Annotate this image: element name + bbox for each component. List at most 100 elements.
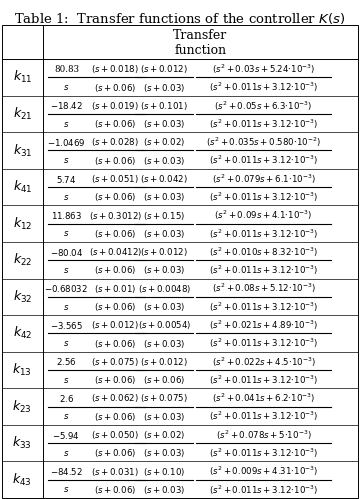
Text: $(s+0.018)$: $(s+0.018)$ xyxy=(91,63,139,75)
Text: $(s+0.10)$: $(s+0.10)$ xyxy=(143,466,185,478)
Text: $(s+0.3012)$: $(s+0.3012)$ xyxy=(89,210,142,222)
Text: $(s^2+0.010s+8.32{\cdot}10^{-3})$: $(s^2+0.010s+8.32{\cdot}10^{-3})$ xyxy=(209,246,318,259)
Text: $(s^2+0.009s+4.31{\cdot}10^{-3})$: $(s^2+0.009s+4.31{\cdot}10^{-3})$ xyxy=(209,465,318,479)
Text: $(s+0.012)$: $(s+0.012)$ xyxy=(140,63,188,75)
Text: $(s+0.03)$: $(s+0.03)$ xyxy=(143,448,185,460)
Text: $(s+0.0054)$: $(s+0.0054)$ xyxy=(138,319,191,331)
Text: $s$: $s$ xyxy=(63,486,69,495)
Text: $(s^2+0.011s+3.12{\cdot}10^{-3})$: $(s^2+0.011s+3.12{\cdot}10^{-3})$ xyxy=(209,300,318,314)
Text: $(s+0.03)$: $(s+0.03)$ xyxy=(143,191,185,203)
Text: $k_{23}$: $k_{23}$ xyxy=(13,399,32,415)
Text: $-1.0469$: $-1.0469$ xyxy=(47,137,86,148)
Text: $s$: $s$ xyxy=(63,120,69,129)
Text: $k_{11}$: $k_{11}$ xyxy=(13,69,32,85)
Text: $(s+0.012)$: $(s+0.012)$ xyxy=(140,246,188,258)
Text: $(s^2+0.078s+5{\cdot}10^{-3})$: $(s^2+0.078s+5{\cdot}10^{-3})$ xyxy=(216,428,311,442)
Text: $(s^2+0.011s+3.12{\cdot}10^{-3})$: $(s^2+0.011s+3.12{\cdot}10^{-3})$ xyxy=(209,154,318,167)
Text: $k_{12}$: $k_{12}$ xyxy=(13,216,32,232)
Text: $(s+0.03)$: $(s+0.03)$ xyxy=(143,81,185,93)
Text: $(s+0.02)$: $(s+0.02)$ xyxy=(143,429,185,441)
Text: $(s^2+0.011s+3.12{\cdot}10^{-3})$: $(s^2+0.011s+3.12{\cdot}10^{-3})$ xyxy=(209,410,318,424)
Text: $(s+0.06)$: $(s+0.06)$ xyxy=(143,374,185,386)
Text: $(s^2+0.041s+6.2{\cdot}10^{-3})$: $(s^2+0.041s+6.2{\cdot}10^{-3})$ xyxy=(212,392,315,405)
Text: $(s+0.019)$: $(s+0.019)$ xyxy=(91,100,139,112)
Text: $-84.52$: $-84.52$ xyxy=(50,466,83,477)
Text: $s$: $s$ xyxy=(63,376,69,385)
Text: $s$: $s$ xyxy=(63,156,69,165)
Text: $(s+0.06)$: $(s+0.06)$ xyxy=(94,191,136,203)
Text: $(s+0.03)$: $(s+0.03)$ xyxy=(143,118,185,130)
Text: 80.83: 80.83 xyxy=(54,65,79,74)
Text: $(s+0.012)$: $(s+0.012)$ xyxy=(140,356,188,368)
Text: $(s+0.075)$: $(s+0.075)$ xyxy=(140,393,188,405)
Text: $(s^2+0.022s+4.5{\cdot}10^{-3})$: $(s^2+0.022s+4.5{\cdot}10^{-3})$ xyxy=(212,355,316,369)
Text: $s$: $s$ xyxy=(63,266,69,275)
Text: $(s^2+0.035s+0.580{\cdot}10^{-2})$: $(s^2+0.035s+0.580{\cdot}10^{-2})$ xyxy=(206,136,321,149)
Text: $(s+0.062)$: $(s+0.062)$ xyxy=(91,393,139,405)
Text: $(s^2+0.011s+3.12{\cdot}10^{-3})$: $(s^2+0.011s+3.12{\cdot}10^{-3})$ xyxy=(209,191,318,204)
Text: $(s+0.06)$: $(s+0.06)$ xyxy=(94,448,136,460)
Text: $(s+0.03)$: $(s+0.03)$ xyxy=(143,411,185,423)
Text: $(s+0.02)$: $(s+0.02)$ xyxy=(143,136,185,148)
Text: $(s^2+0.05s+6.3{\cdot}10^{-3})$: $(s^2+0.05s+6.3{\cdot}10^{-3})$ xyxy=(214,99,313,113)
Text: $(s+0.01)$: $(s+0.01)$ xyxy=(94,283,136,295)
Text: $(s+0.03)$: $(s+0.03)$ xyxy=(143,228,185,240)
Text: $(s^2+0.011s+3.12{\cdot}10^{-3})$: $(s^2+0.011s+3.12{\cdot}10^{-3})$ xyxy=(209,264,318,277)
Text: $(s+0.06)$: $(s+0.06)$ xyxy=(94,228,136,240)
Text: $(s+0.06)$: $(s+0.06)$ xyxy=(94,118,136,130)
Text: $(s^2+0.021s+4.89{\cdot}10^{-3})$: $(s^2+0.021s+4.89{\cdot}10^{-3})$ xyxy=(209,319,318,332)
Text: $(s+0.06)$: $(s+0.06)$ xyxy=(94,374,136,386)
Text: $(s+0.050)$: $(s+0.050)$ xyxy=(91,429,139,441)
Text: $(s+0.06)$: $(s+0.06)$ xyxy=(94,338,136,350)
Text: $(s^2+0.011s+3.12{\cdot}10^{-3})$: $(s^2+0.011s+3.12{\cdot}10^{-3})$ xyxy=(209,483,318,497)
Text: $(s+0.03)$: $(s+0.03)$ xyxy=(143,264,185,276)
Text: $k_{31}$: $k_{31}$ xyxy=(13,142,32,159)
Text: $(s^2+0.079s+6.1{\cdot}10^{-3})$: $(s^2+0.079s+6.1{\cdot}10^{-3})$ xyxy=(212,172,316,186)
Text: $(s+0.0048)$: $(s+0.0048)$ xyxy=(138,283,191,295)
Text: $2.6$: $2.6$ xyxy=(59,393,74,404)
Text: $k_{41}$: $k_{41}$ xyxy=(13,179,32,195)
Text: $(s+0.075)$: $(s+0.075)$ xyxy=(91,356,139,368)
Text: $(s^2+0.011s+3.12{\cdot}10^{-3})$: $(s^2+0.011s+3.12{\cdot}10^{-3})$ xyxy=(209,447,318,460)
Text: $(s^2+0.011s+3.12{\cdot}10^{-3})$: $(s^2+0.011s+3.12{\cdot}10^{-3})$ xyxy=(209,227,318,241)
Text: function: function xyxy=(175,44,226,57)
Text: $(s+0.028)$: $(s+0.028)$ xyxy=(91,136,139,148)
Text: $2.56$: $2.56$ xyxy=(56,356,77,367)
Text: $(s+0.012)$: $(s+0.012)$ xyxy=(91,319,139,331)
Text: $k_{13}$: $k_{13}$ xyxy=(13,362,32,378)
Text: $(s+0.042)$: $(s+0.042)$ xyxy=(140,173,188,185)
Text: $(s^2+0.011s+3.12{\cdot}10^{-3})$: $(s^2+0.011s+3.12{\cdot}10^{-3})$ xyxy=(209,81,318,94)
Text: $s$: $s$ xyxy=(63,302,69,311)
Text: $s$: $s$ xyxy=(63,83,69,92)
Text: $(s+0.03)$: $(s+0.03)$ xyxy=(143,338,185,350)
Text: $(s+0.06)$: $(s+0.06)$ xyxy=(94,155,136,167)
Text: $k_{32}$: $k_{32}$ xyxy=(13,289,32,305)
Text: $(s+0.03)$: $(s+0.03)$ xyxy=(143,484,185,496)
Text: $(s+0.0412)$: $(s+0.0412)$ xyxy=(89,246,142,258)
Text: $(s+0.03)$: $(s+0.03)$ xyxy=(143,155,185,167)
Text: $(s+0.101)$: $(s+0.101)$ xyxy=(140,100,188,112)
Text: $(s+0.03)$: $(s+0.03)$ xyxy=(143,301,185,313)
Text: $(s+0.06)$: $(s+0.06)$ xyxy=(94,81,136,93)
Text: $(s^2+0.09s+4.1{\cdot}10^{-3})$: $(s^2+0.09s+4.1{\cdot}10^{-3})$ xyxy=(214,209,313,222)
Text: $(s+0.06)$: $(s+0.06)$ xyxy=(94,484,136,496)
Text: $k_{43}$: $k_{43}$ xyxy=(13,472,32,488)
Text: $s$: $s$ xyxy=(63,339,69,348)
Text: $(s^2+0.011s+3.12{\cdot}10^{-3})$: $(s^2+0.011s+3.12{\cdot}10^{-3})$ xyxy=(209,374,318,387)
Text: $-0.68032$: $-0.68032$ xyxy=(44,283,89,294)
Text: $(s+0.06)$: $(s+0.06)$ xyxy=(94,411,136,423)
Text: $s$: $s$ xyxy=(63,449,69,458)
Text: $s$: $s$ xyxy=(63,230,69,239)
Text: $s$: $s$ xyxy=(63,412,69,421)
Text: Table 1:  Transfer functions of the controller $K(s)$: Table 1: Transfer functions of the contr… xyxy=(14,11,346,26)
Text: $k_{33}$: $k_{33}$ xyxy=(13,435,32,451)
Text: $(s^2+0.011s+3.12{\cdot}10^{-3})$: $(s^2+0.011s+3.12{\cdot}10^{-3})$ xyxy=(209,337,318,350)
Text: $11.863$: $11.863$ xyxy=(51,210,82,221)
Text: $-80.04$: $-80.04$ xyxy=(50,247,83,257)
Text: $k_{21}$: $k_{21}$ xyxy=(13,106,32,122)
Text: $(s+0.051)$: $(s+0.051)$ xyxy=(91,173,139,185)
Text: $-18.42$: $-18.42$ xyxy=(50,100,83,111)
Text: $-5.94$: $-5.94$ xyxy=(53,430,80,441)
Text: $-3.565$: $-3.565$ xyxy=(50,320,83,331)
Text: $k_{42}$: $k_{42}$ xyxy=(13,325,32,341)
